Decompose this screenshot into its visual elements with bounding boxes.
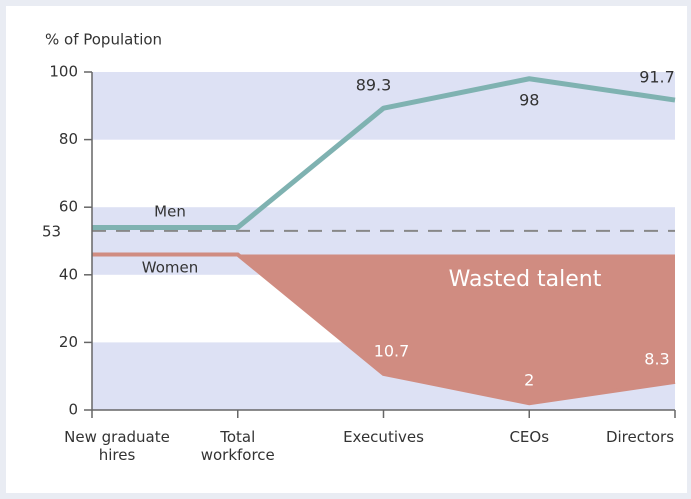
legend-label: Men (154, 203, 186, 221)
y-tick-label: 0 (68, 401, 78, 419)
y-tick-label: 100 (49, 63, 78, 81)
value-label: 98 (519, 90, 539, 109)
y-axis-label: % of Population (45, 31, 162, 49)
area-label: Wasted talent (449, 267, 602, 292)
value-label: 8.3 (644, 349, 669, 368)
y-tick-label: 60 (59, 198, 78, 216)
y-tick-label: 20 (59, 333, 78, 351)
women-line (92, 252, 676, 406)
value-label: 91.7 (639, 68, 675, 87)
legend-label: Women (142, 259, 198, 277)
women-area (92, 254, 675, 404)
x-tick-label: Total workforce (200, 428, 275, 464)
value-label: 10.7 (374, 341, 410, 360)
x-tick-label: New graduate hires (64, 428, 170, 464)
value-label: 89.3 (356, 76, 392, 95)
value-label: 2 (524, 371, 534, 390)
reference-label: 53 (42, 222, 61, 240)
men-line (92, 76, 676, 230)
x-tick-label: Executives (343, 428, 424, 446)
x-tick-label: Directors (605, 428, 675, 446)
y-tick-label: 80 (59, 130, 78, 148)
y-tick-label: 40 (59, 265, 78, 283)
x-tick-label: CEOs (509, 428, 550, 446)
